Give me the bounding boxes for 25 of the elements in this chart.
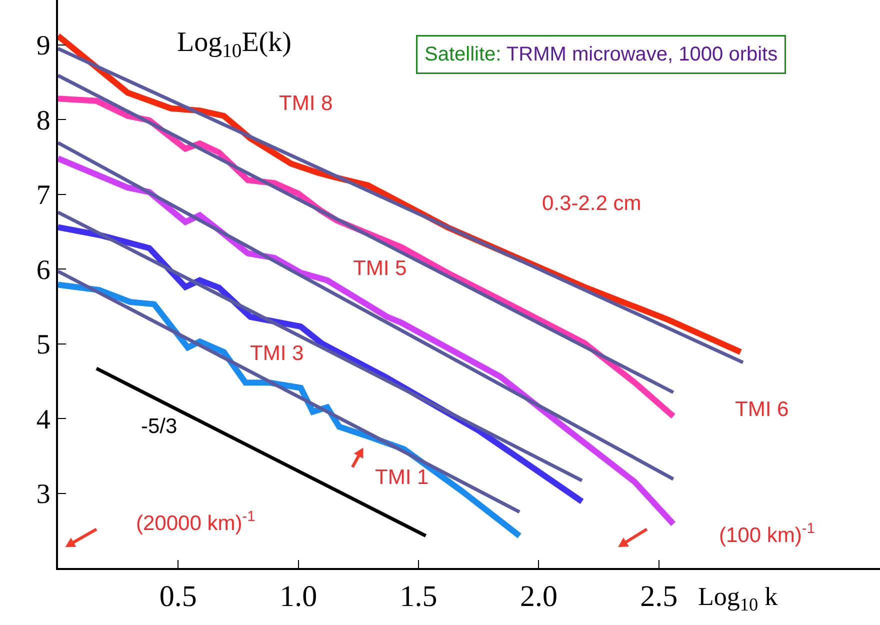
annotation: TMI 5 [353,257,407,280]
y-axis-title: Log$_{10}$E(k) [177,27,292,62]
y-tick-label: 5 [36,330,50,361]
annotation: -5/3 [141,415,178,438]
x-axis-title: Log$_{10}$ k [698,582,778,614]
annotation: TMI 8 [279,92,333,115]
annotation: TMI 1 [375,466,429,489]
annotation: (100 km)$^{-1}$ [719,521,815,547]
y-tick-label: 6 [36,254,50,286]
x-tick-label: 0.5 [159,580,197,613]
y-tick-label: 4 [36,404,50,436]
text: Satellite: [424,44,502,66]
y-tick-label: 8 [36,105,50,136]
annotation: TMI 6 [735,398,789,421]
y-tick-label: 9 [36,30,50,62]
x-tick-label: 1.0 [280,580,318,613]
annotation: 0.3-2.2 cm [542,192,642,215]
x-tick-label: 1.5 [400,580,438,613]
annotation: TMI 3 [250,342,304,365]
annotation: (20000 km)$^{-1}$ [136,509,256,535]
text: TRMM microwave, 1000 orbits [506,44,778,66]
x-tick-label: 2.0 [520,580,558,613]
y-tick-label: 3 [36,479,50,510]
x-tick-label: 2.5 [640,580,678,613]
y-tick-label: 7 [36,180,50,212]
